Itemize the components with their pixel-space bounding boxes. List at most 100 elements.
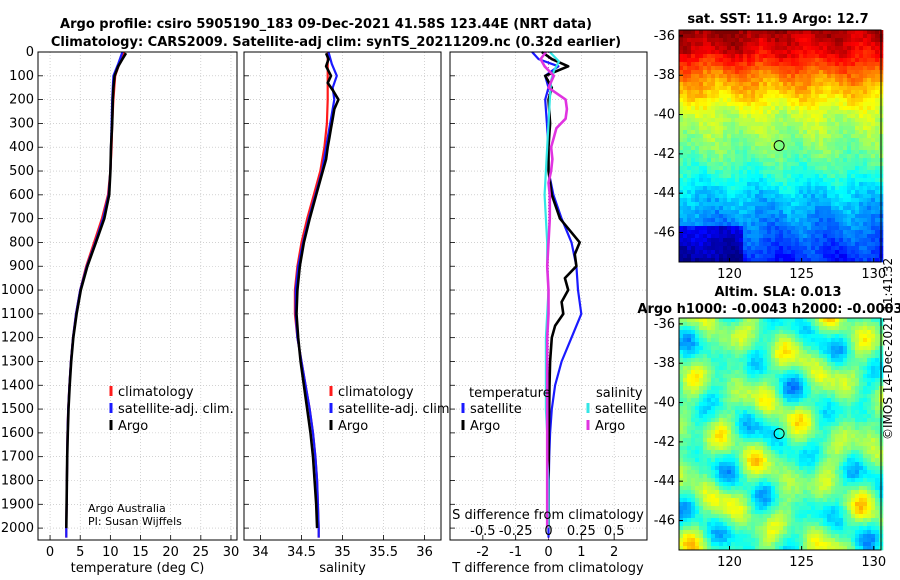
sst-map-cell (679, 154, 684, 159)
sst-map-cell (703, 174, 708, 179)
sst-map-cell (767, 190, 772, 195)
sst-map-cell (795, 246, 800, 251)
sst-map-cell (711, 234, 716, 239)
sla-map-cell (855, 446, 860, 451)
sst-map-cell (775, 138, 780, 143)
sst-map-cell (739, 82, 744, 87)
sla-map-cell (839, 346, 844, 351)
sst-map-cell (695, 170, 700, 175)
sst-map-cell (795, 242, 800, 247)
sst-map-cell (759, 94, 764, 99)
sst-map-cell (823, 46, 828, 51)
sla-map-cell (783, 346, 788, 351)
sst-map-cell (811, 190, 816, 195)
sla-map-cell (835, 442, 840, 447)
sla-map-cell (695, 398, 700, 403)
sst-map-cell (727, 182, 732, 187)
sla-map-cell (799, 358, 804, 363)
sst-map-cell (699, 58, 704, 63)
sst-map-cell (803, 166, 808, 171)
sla-map-cell (823, 346, 828, 351)
temperature-ytick-label: 1300 (1, 354, 34, 369)
sla-map-cell (835, 394, 840, 399)
sst-map-cell (763, 174, 768, 179)
sst-map-cell (835, 114, 840, 119)
sst-map-cell (767, 218, 772, 223)
sla-map-cell (859, 446, 864, 451)
sla-map-cell (719, 322, 724, 327)
sla-map-cell (739, 382, 744, 387)
sla-map-cell (859, 362, 864, 367)
sst-map-cell (855, 46, 860, 51)
sst-map-cell (823, 150, 828, 155)
sst-map-cell (771, 226, 776, 231)
sst-map-cell (871, 206, 876, 211)
sla-map-cell (743, 334, 748, 339)
sla-map-cell (723, 418, 728, 423)
sst-map-cell (811, 130, 816, 135)
sla-map-cell (767, 442, 772, 447)
sst-map-cell (855, 90, 860, 95)
sla-map-cell (875, 426, 880, 431)
sla-map-cell (795, 370, 800, 375)
sst-map-cell (827, 250, 832, 255)
sla-map-cell (787, 334, 792, 339)
sla-map-cell (855, 358, 860, 363)
sst-map-cell (691, 190, 696, 195)
sla-map-cell (707, 354, 712, 359)
sla-map-cell (683, 354, 688, 359)
sst-map-cell (763, 94, 768, 99)
temperature-ytick-label: 300 (9, 116, 34, 131)
sst-map-cell (707, 94, 712, 99)
sla-map-cell (839, 334, 844, 339)
sla-map-cell (711, 398, 716, 403)
sst-map-cell (711, 126, 716, 131)
sst-map-cell (739, 210, 744, 215)
sla-map-cell (855, 386, 860, 391)
sst-map-cell (731, 114, 736, 119)
sst-map-cell (707, 106, 712, 111)
sla-map-cell (739, 418, 744, 423)
sst-map-cell (871, 146, 876, 151)
sla-map-cell (815, 426, 820, 431)
sla-map-cell (815, 438, 820, 443)
sst-map-cell (867, 238, 872, 243)
sla-map-cell (727, 322, 732, 327)
sla-map-cell (795, 402, 800, 407)
sst-map-cell (703, 74, 708, 79)
sst-map-cell (791, 178, 796, 183)
sla-map-cell (759, 414, 764, 419)
sst-map-cell (775, 78, 780, 83)
sst-map-cell (715, 258, 720, 263)
sst-map-cell (775, 106, 780, 111)
sst-map-cell (731, 118, 736, 123)
sst-map-cell (775, 114, 780, 119)
sst-map-cell (835, 102, 840, 107)
sst-map-cell (735, 46, 740, 51)
sla-map-cell (679, 370, 684, 375)
sst-map-cell (691, 54, 696, 59)
sst-map-cell (723, 250, 728, 255)
sla-map-cell (803, 330, 808, 335)
sla-map-cell (679, 346, 684, 351)
sst-map-cell (847, 134, 852, 139)
sst-map-cell (727, 138, 732, 143)
sla-map-cell (783, 318, 788, 323)
sst-map-cell (839, 206, 844, 211)
sla-map-cell (851, 354, 856, 359)
sst-map-cell (775, 34, 780, 39)
sla-map-cell (819, 426, 824, 431)
sla-map-cell (851, 418, 856, 423)
sst-map-cell (799, 226, 804, 231)
sla-map-cell (679, 390, 684, 395)
sst-map-cell (783, 206, 788, 211)
sst-map-cell (811, 162, 816, 167)
sst-map-cell (847, 130, 852, 135)
sst-map-cell (823, 198, 828, 203)
sst-map-cell (847, 110, 852, 115)
sla-map-cell (803, 382, 808, 387)
sst-map-cell (867, 254, 872, 259)
sla-map-cell (703, 390, 708, 395)
sst-map-cell (687, 134, 692, 139)
sst-map-cell (807, 134, 812, 139)
